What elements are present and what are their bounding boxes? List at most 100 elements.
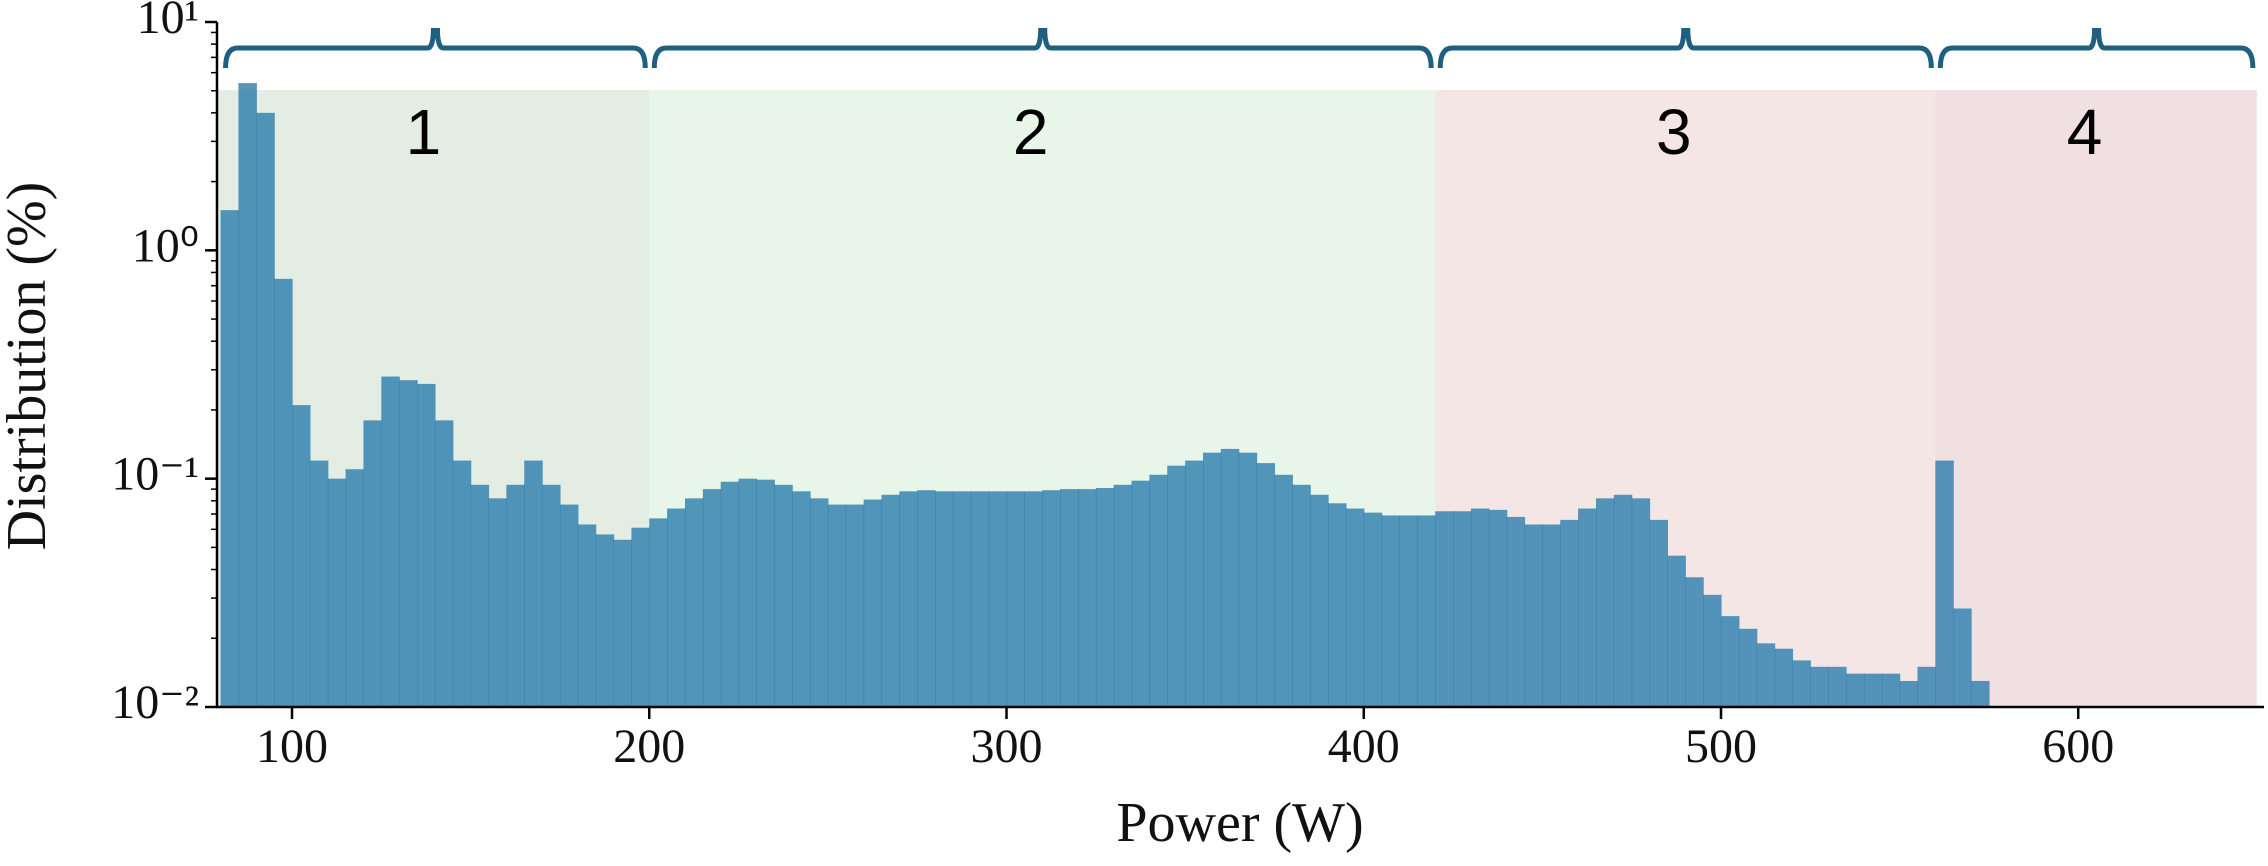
- bar: [684, 498, 704, 707]
- bar: [720, 481, 740, 707]
- bar: [577, 524, 597, 707]
- bar: [327, 478, 347, 707]
- x-tick-label: 200: [613, 720, 685, 773]
- bar: [1060, 489, 1079, 707]
- bar: [1810, 666, 1829, 707]
- bar: [256, 112, 275, 707]
- region-label: 4: [2067, 96, 2103, 168]
- bar: [1649, 519, 1669, 707]
- bar: [952, 491, 972, 707]
- bar: [1113, 484, 1133, 707]
- bar: [238, 83, 257, 708]
- bar: [1024, 491, 1043, 707]
- bar: [1899, 680, 1919, 707]
- bar: [1578, 508, 1597, 707]
- bar: [881, 494, 900, 707]
- bar: [1381, 515, 1401, 707]
- bar: [810, 498, 829, 707]
- bar: [1042, 490, 1061, 707]
- bar: [756, 479, 775, 707]
- bar: [1077, 489, 1097, 707]
- bar: [220, 210, 240, 707]
- bar: [1310, 494, 1329, 707]
- bar: [1613, 494, 1633, 707]
- bar: [1703, 594, 1722, 707]
- bar: [1953, 608, 1972, 707]
- bar: [1863, 673, 1883, 707]
- bar: [613, 539, 633, 707]
- bar: [1345, 508, 1365, 707]
- bar: [1328, 503, 1347, 707]
- bar: [1095, 488, 1115, 707]
- bar: [1720, 616, 1740, 707]
- bar: [649, 518, 668, 707]
- bar: [1542, 524, 1561, 707]
- bar: [1453, 511, 1472, 707]
- bar: [738, 478, 758, 707]
- bar: [452, 460, 472, 707]
- bar: [1006, 491, 1025, 707]
- y-axis-title: Distribution (%): [0, 182, 58, 551]
- region-bracket: [1937, 27, 2256, 69]
- y-tick-label: 10⁻¹: [111, 448, 199, 501]
- bar: [702, 489, 722, 707]
- bar: [1417, 515, 1436, 707]
- bar: [363, 420, 382, 707]
- bar: [470, 484, 490, 707]
- bar: [1792, 660, 1811, 707]
- bar: [1971, 680, 1990, 707]
- bar: [1506, 516, 1526, 707]
- bar: [1131, 480, 1151, 707]
- bar: [1595, 498, 1615, 707]
- region-label: 3: [1656, 96, 1692, 168]
- bar: [1685, 577, 1704, 707]
- bar: [1560, 519, 1579, 707]
- bar: [559, 504, 579, 707]
- bar: [1256, 463, 1276, 707]
- bar: [1167, 465, 1186, 707]
- bar: [1435, 511, 1454, 707]
- bar: [524, 460, 543, 707]
- bar: [1935, 460, 1954, 707]
- region-shade: [1935, 90, 2257, 707]
- bar: [667, 508, 686, 707]
- bar: [1488, 509, 1508, 707]
- bar: [1470, 508, 1490, 707]
- y-tick-label: 10⁻²: [111, 676, 199, 729]
- bar: [1846, 673, 1865, 707]
- bar: [399, 380, 418, 707]
- bar: [417, 383, 436, 707]
- bar: [1292, 484, 1311, 707]
- x-tick-label: 100: [256, 720, 328, 773]
- bar: [792, 491, 811, 707]
- bar: [292, 405, 311, 707]
- bar: [542, 484, 561, 707]
- bar: [1631, 498, 1651, 707]
- bar: [1220, 448, 1240, 707]
- bar: [1274, 474, 1293, 707]
- y-tick-label: 10⁰: [132, 219, 199, 272]
- bar: [845, 504, 865, 707]
- y-tick-label: 10¹: [137, 0, 199, 44]
- x-tick-label: 500: [1685, 720, 1757, 773]
- bar: [1202, 452, 1222, 707]
- bar: [1756, 643, 1776, 707]
- x-tick-label: 600: [2042, 720, 2114, 773]
- region-bracket: [223, 27, 648, 69]
- bar: [1149, 474, 1168, 707]
- bar: [1238, 452, 1258, 707]
- region-label: 2: [1013, 96, 1049, 168]
- bar: [1881, 673, 1901, 707]
- bar: [1828, 666, 1847, 707]
- x-axis-title: Power (W): [1116, 792, 1363, 854]
- bar: [970, 491, 990, 707]
- bar: [488, 498, 507, 707]
- bar: [506, 484, 525, 707]
- bar: [988, 491, 1008, 707]
- bar: [1363, 512, 1383, 707]
- bar: [1738, 628, 1758, 707]
- bar: [1399, 515, 1418, 707]
- bar: [631, 527, 650, 707]
- bar: [381, 376, 400, 707]
